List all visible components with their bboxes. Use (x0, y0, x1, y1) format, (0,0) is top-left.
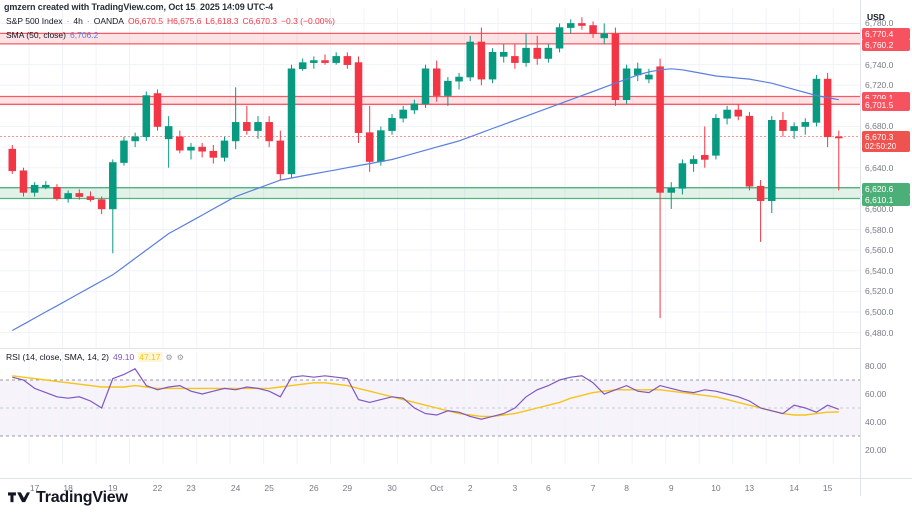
price-tag-resistance2-lower[interactable]: 6,701.5 (862, 99, 910, 112)
price-plot (0, 8, 860, 348)
rsi-tick-label: 40.00 (865, 417, 887, 427)
time-tick-label: 19 (108, 483, 118, 493)
time-tick-label: 7 (590, 483, 596, 493)
price-tag-value: 6,701.5 (865, 100, 894, 111)
rsi-tick-label: 60.00 (865, 389, 887, 399)
chart-legend: S&P 500 Index · 4h · OANDA O6,670.5 H6,6… (6, 15, 335, 41)
time-tick-label: 10 (711, 483, 721, 493)
tradingview-wordmark: TradingView (36, 489, 128, 506)
legend-separator-1: · (66, 16, 70, 26)
price-tag-value: 6,610.1 (865, 194, 894, 205)
price-tick-label: 6,520.0 (865, 286, 894, 297)
time-tick-label: 15 (822, 483, 833, 493)
time-tick-label: Oct (430, 483, 444, 493)
time-tick-label: 22 (152, 483, 163, 493)
price-tick-label: 6,640.0 (865, 162, 894, 173)
time-tick-label: 6 (546, 483, 551, 493)
price-axis-currency: USD (867, 12, 885, 22)
time-tick-label: 14 (789, 483, 799, 493)
rsi-legend[interactable]: RSI (14, close, SMA, 14, 2) 49.10 47.17 … (6, 351, 184, 363)
time-tick-label: 23 (186, 483, 196, 493)
price-tick-label: 6,720.0 (865, 80, 894, 91)
price-tick-label: 6,500.0 (865, 306, 894, 317)
pane-divider (0, 348, 860, 349)
price-pane[interactable] (0, 8, 860, 348)
time-tick-label: 9 (668, 483, 674, 493)
legend-rsi-value: 49.10 (112, 352, 135, 362)
price-tick-label: 6,740.0 (865, 59, 894, 70)
price-tick-label: 6,540.0 (865, 265, 894, 276)
price-tag-value: 6,670.3 (865, 132, 894, 143)
price-tag-support-upper[interactable]: 6,620.6 (862, 182, 910, 195)
rsi-pane[interactable] (0, 352, 860, 464)
time-tick-label: 26 (309, 483, 319, 493)
price-tick-label: 6,680.0 (865, 121, 894, 132)
price-tag-value: 6,770.4 (865, 29, 894, 40)
time-tick-label: 8 (624, 483, 629, 493)
legend-rsi-name: RSI (14, close, SMA, 14, 2) (6, 352, 109, 362)
gear-icon[interactable]: ⚙ (165, 352, 173, 362)
legend-close: C6,670.3 (242, 16, 278, 26)
rsi-tick-label: 80.00 (865, 361, 887, 371)
bar-countdown: 02:50:20 (865, 142, 897, 152)
legend-interval: 4h (73, 16, 83, 26)
price-tick-label: 6,560.0 (865, 245, 894, 256)
price-tick-label: 6,480.0 (865, 327, 894, 338)
price-tick-label: 6,580.0 (865, 224, 894, 235)
price-tag-support-lower[interactable]: 6,610.1 (862, 193, 910, 206)
price-tag-resistance-upper[interactable]: 6,770.4 (862, 28, 910, 41)
legend-low: L6,618.3 (205, 16, 239, 26)
time-tick-label: 3 (512, 483, 518, 493)
axis-corner (860, 478, 912, 496)
price-tag-last-price[interactable]: 6,670.3 02:50:20 (862, 131, 910, 153)
price-tick-label: 6,600.0 (865, 203, 894, 214)
legend-sma-name: SMA (50, close) (6, 30, 66, 40)
legend-row-sma[interactable]: SMA (50, close) 6,706.2 (6, 29, 335, 41)
price-tick-label: 6,780.0 (865, 18, 894, 29)
eye-icon[interactable]: ⚙ (176, 352, 184, 362)
legend-separator-2: · (86, 16, 90, 26)
legend-high: H6,675.6 (166, 16, 202, 26)
legend-open: O6,670.5 (127, 16, 163, 26)
rsi-plot (0, 352, 860, 464)
time-tick-label: 18 (63, 483, 73, 493)
tradingview-logo[interactable]: TradingView (8, 489, 128, 507)
time-tick-label: 25 (264, 483, 274, 493)
legend-row-symbol[interactable]: S&P 500 Index · 4h · OANDA O6,670.5 H6,6… (6, 15, 335, 27)
price-tag-value: 6,709.1 (865, 92, 894, 103)
time-tick-label: 30 (387, 483, 397, 493)
time-axis[interactable]: 17 18 19 22 23 24 25 26 29 30 Oct 2 3 6 7 8 9 10 13 14 15 (0, 478, 860, 496)
time-tick-label: 17 (29, 483, 40, 493)
time-tick-label: 13 (744, 483, 755, 493)
legend-exchange: OANDA (93, 16, 124, 26)
tradingview-mark-icon (8, 491, 30, 502)
rsi-tick-label: 20.00 (865, 445, 887, 455)
legend-row-rsi[interactable]: RSI (14, close, SMA, 14, 2) 49.10 47.17 … (6, 351, 184, 363)
price-tag-value: 6,760.2 (865, 39, 894, 50)
legend-sma-value: 6,706.2 (70, 30, 99, 40)
time-tick-label: 2 (467, 483, 473, 493)
price-tag-value: 6,620.6 (865, 183, 894, 194)
price-axis[interactable]: USD 6,780.0 6,740.0 6,720.0 6,680.0 6,640.0 6… (860, 0, 912, 478)
price-tag-resistance-lower[interactable]: 6,760.2 (862, 38, 910, 51)
time-tick-label: 24 (230, 483, 241, 493)
legend-change: −0.3 (−0.00%) (281, 16, 335, 26)
attribution-watermark: gmzern created with TradingView.com, Oct… (4, 2, 273, 12)
legend-rsi-sma-value: 47.17 (138, 352, 162, 362)
legend-symbol: S&P 500 Index (6, 16, 63, 26)
time-tick-label: 29 (342, 483, 353, 493)
